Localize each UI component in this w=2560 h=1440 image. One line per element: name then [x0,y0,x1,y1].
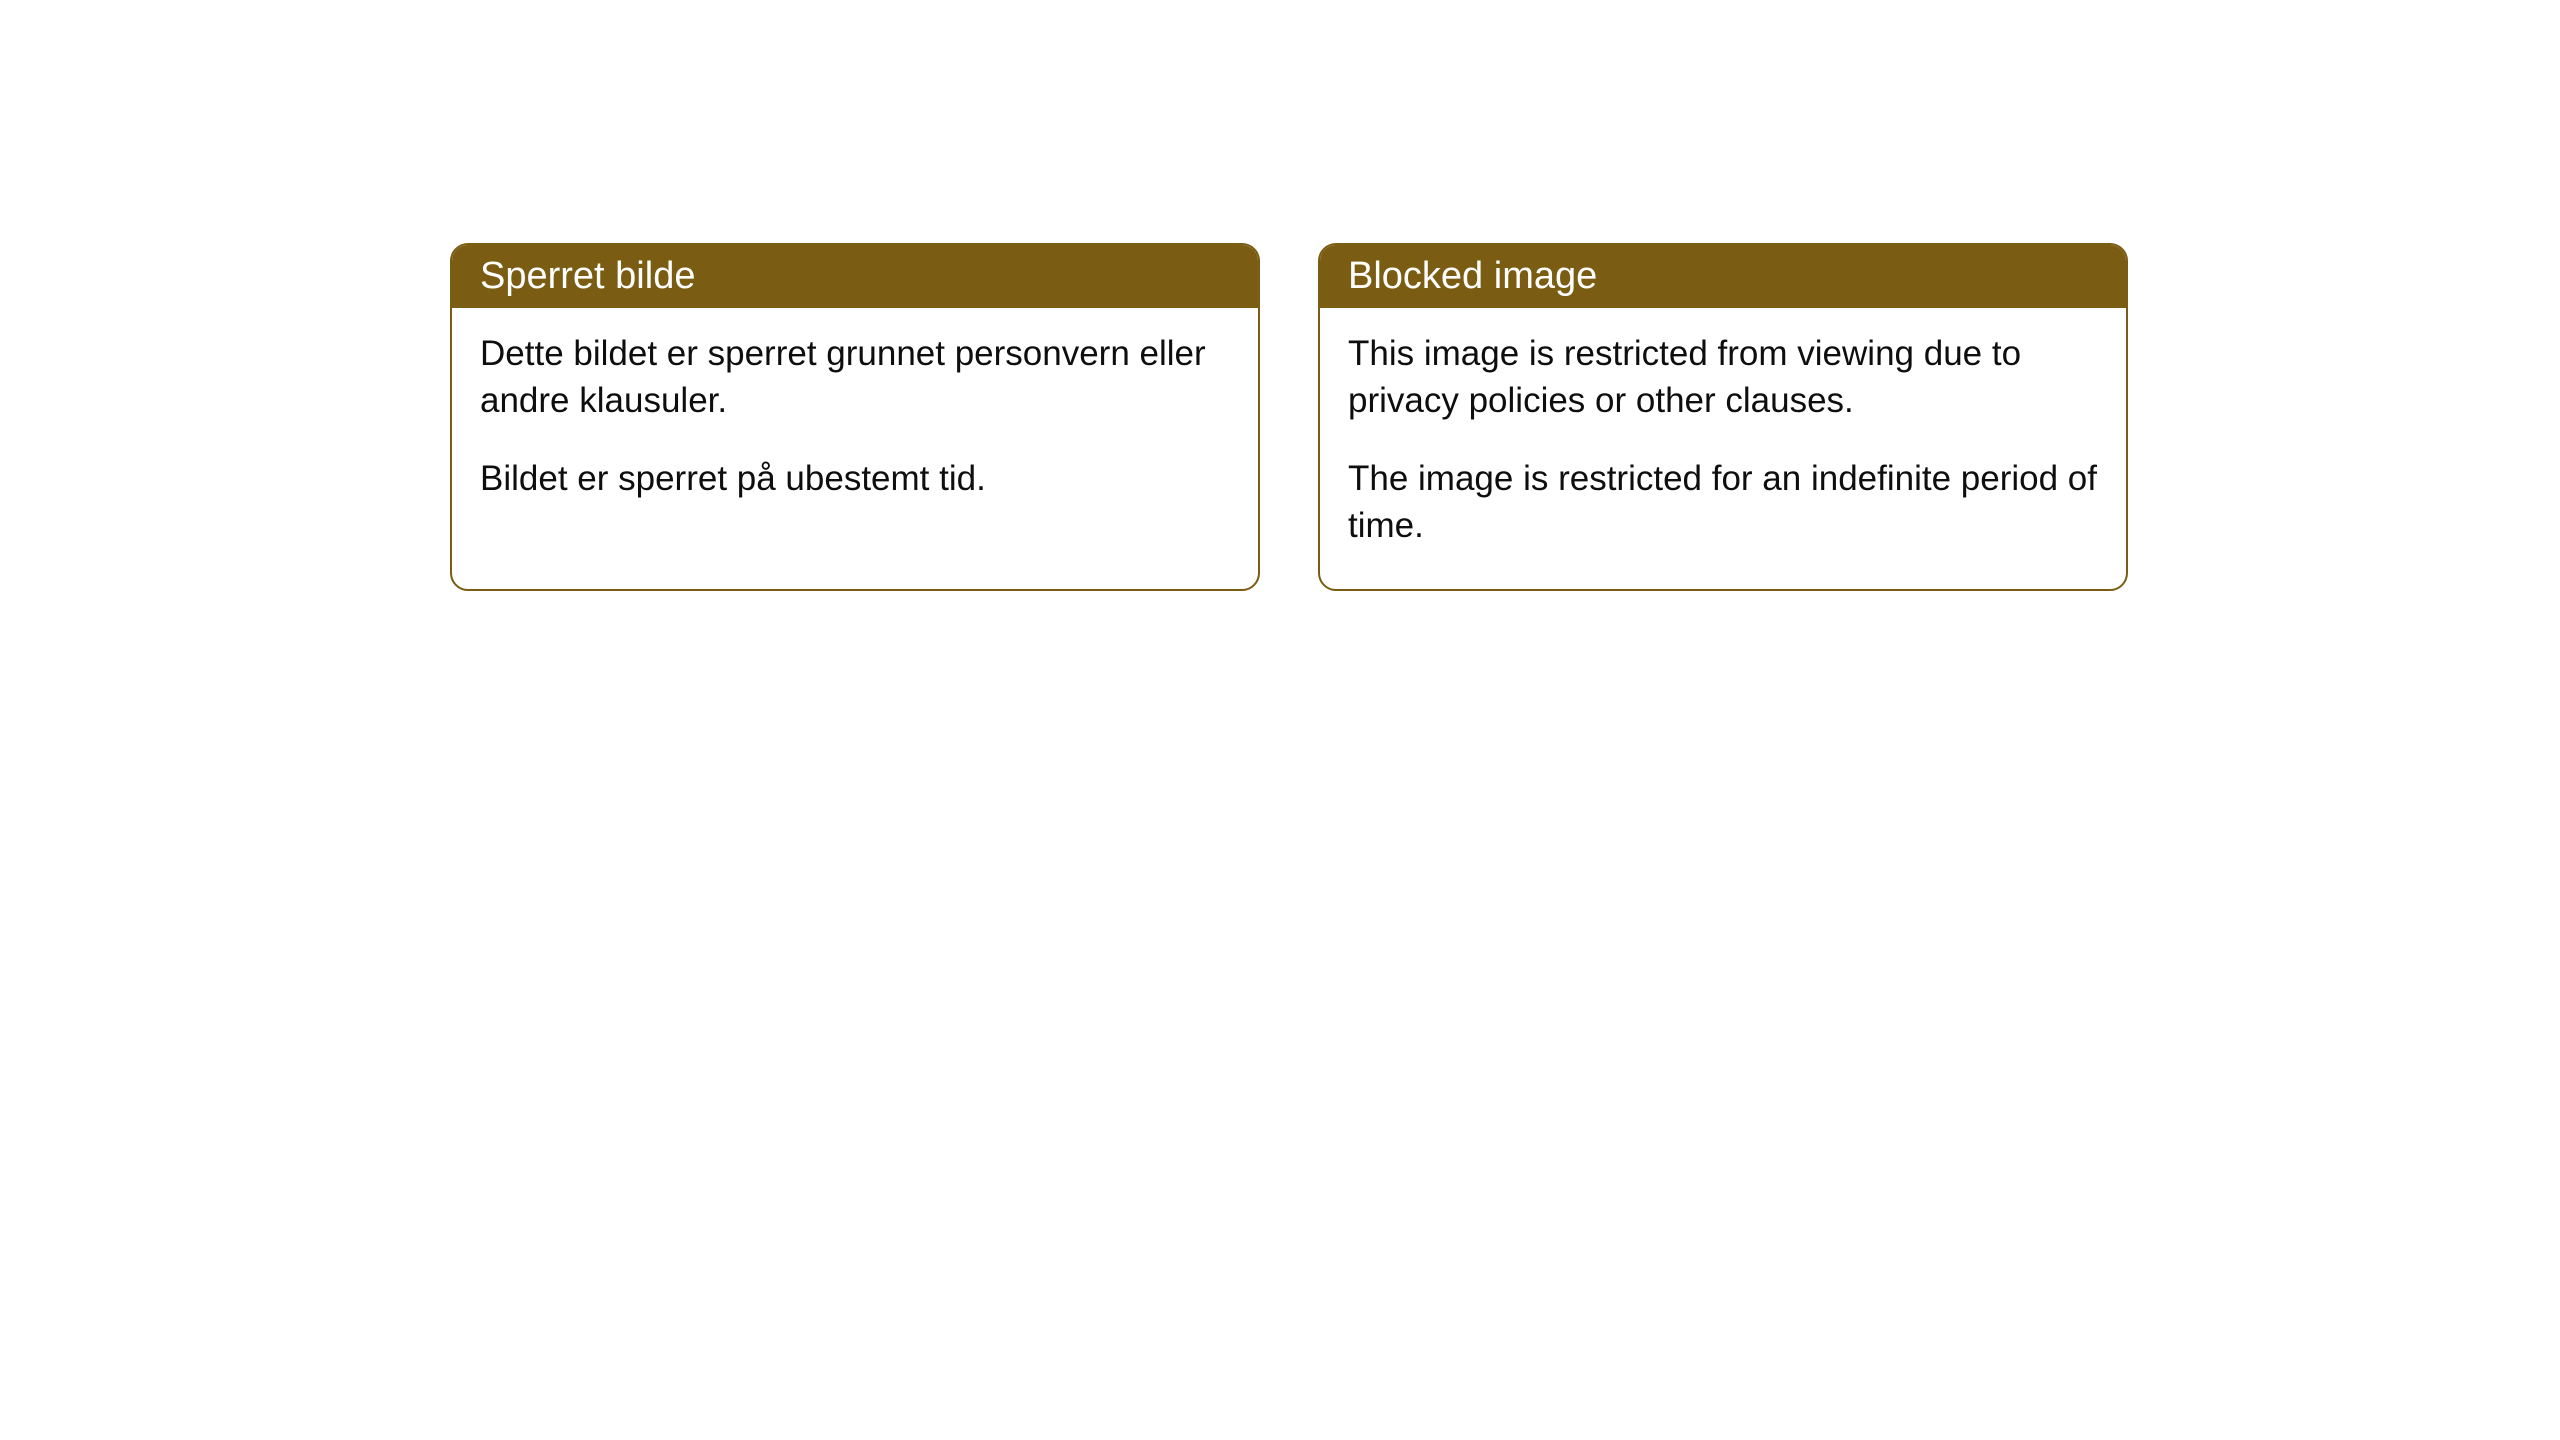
card-paragraph: The image is restricted for an indefinit… [1348,455,2098,550]
card-header: Sperret bilde [452,245,1258,308]
notice-card-norwegian: Sperret bilde Dette bildet er sperret gr… [450,243,1260,591]
card-paragraph: Dette bildet er sperret grunnet personve… [480,330,1230,425]
card-paragraph: This image is restricted from viewing du… [1348,330,2098,425]
card-title: Sperret bilde [480,255,695,297]
card-body: This image is restricted from viewing du… [1320,308,2126,589]
notice-card-english: Blocked image This image is restricted f… [1318,243,2128,591]
card-header: Blocked image [1320,245,2126,308]
card-title: Blocked image [1348,255,1597,297]
card-paragraph: Bildet er sperret på ubestemt tid. [480,455,1230,502]
notice-container: Sperret bilde Dette bildet er sperret gr… [450,243,2128,591]
card-body: Dette bildet er sperret grunnet personve… [452,308,1258,542]
